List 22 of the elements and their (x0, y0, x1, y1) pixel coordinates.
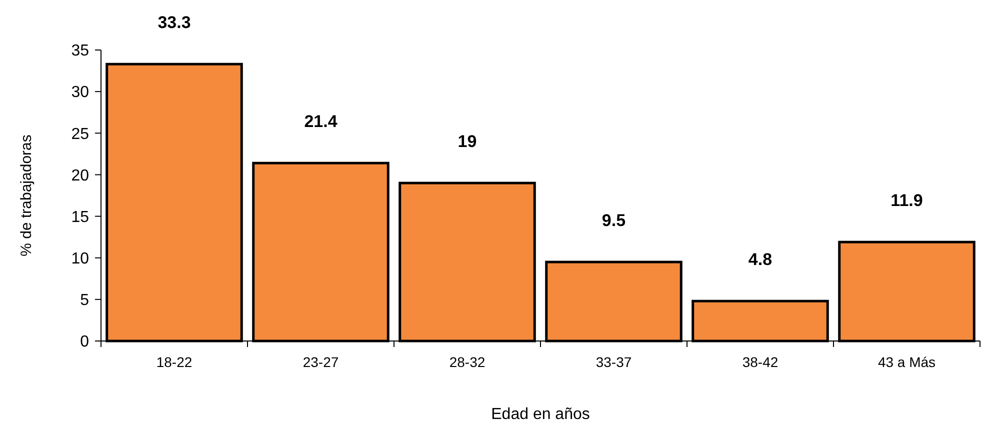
x-tick-label: 18-22 (156, 354, 192, 370)
x-tick-label: 23-27 (302, 354, 339, 370)
y-tick-label: 30 (71, 84, 90, 102)
x-tick-label: 38-42 (742, 354, 778, 370)
x-tick-label: 43 a Más (878, 354, 936, 370)
data-label: 9.5 (602, 211, 626, 230)
y-tick-label: 20 (71, 167, 90, 184)
data-label: 33.3 (158, 13, 191, 32)
y-tick-label: 15 (71, 208, 90, 226)
y-tick-label: 25 (71, 126, 90, 143)
y-axis-title: % de trabajadoras (18, 134, 35, 256)
data-label: 11.9 (890, 191, 923, 210)
data-label: 19 (458, 132, 477, 152)
y-tick-label: 0 (80, 334, 90, 351)
y-tick-label: 35 (71, 42, 90, 60)
y-tick-label: 10 (71, 250, 90, 268)
x-tick-label: 28-32 (449, 354, 486, 370)
y-tick-label: 5 (80, 292, 90, 310)
data-label: 4.8 (748, 250, 772, 270)
x-tick-label: 33-37 (596, 354, 632, 370)
x-axis-title: Edad en años (491, 406, 590, 423)
data-label: 21.4 (304, 112, 338, 132)
